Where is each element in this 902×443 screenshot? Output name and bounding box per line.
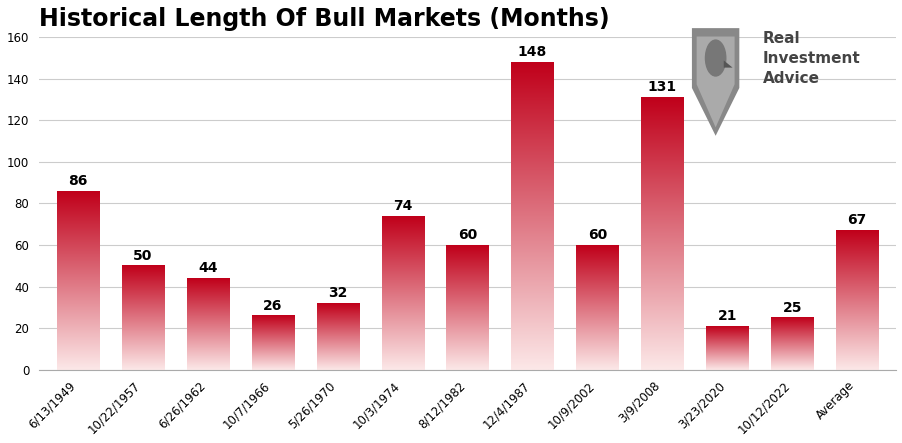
Text: 50: 50 [133,249,152,263]
PathPatch shape [696,36,734,128]
Text: 131: 131 [647,80,676,94]
Text: 148: 148 [517,45,547,59]
Text: 21: 21 [717,309,736,323]
Text: 25: 25 [781,301,801,315]
Text: 26: 26 [262,299,282,313]
PathPatch shape [691,28,739,136]
Circle shape [704,40,725,76]
Text: 86: 86 [69,174,87,188]
Text: 44: 44 [198,261,217,275]
Text: 67: 67 [847,214,866,227]
Text: Real
Investment
Advice: Real Investment Advice [762,31,860,85]
Text: 32: 32 [327,286,347,300]
Text: 74: 74 [392,199,412,213]
Text: 60: 60 [587,228,606,242]
PathPatch shape [723,60,732,68]
Text: 60: 60 [457,228,476,242]
Text: Historical Length Of Bull Markets (Months): Historical Length Of Bull Markets (Month… [39,7,609,31]
